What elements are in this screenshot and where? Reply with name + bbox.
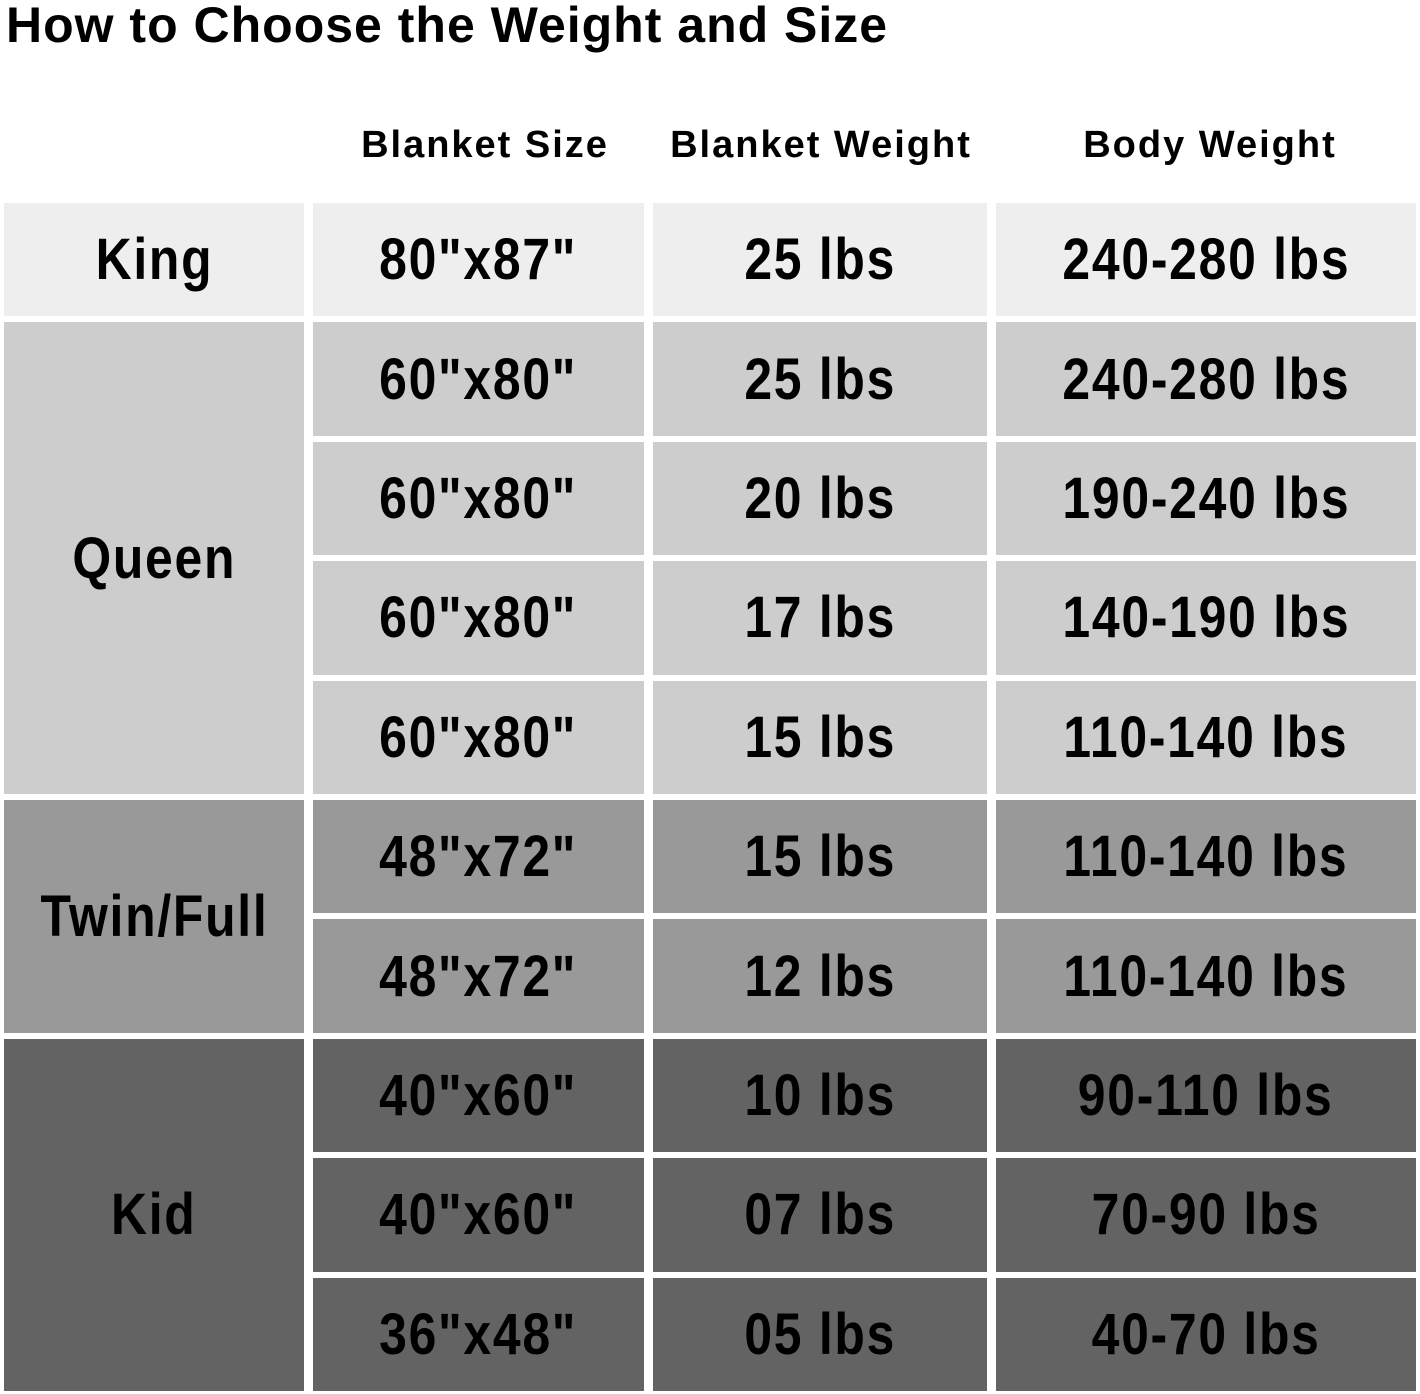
table-cell-weight: 15 lbs xyxy=(653,680,987,794)
cell-text: 12 lbs xyxy=(744,943,896,1009)
cell-text: 240-280 lbs xyxy=(1062,227,1350,293)
table-cell-weight: 07 lbs xyxy=(653,1158,987,1272)
cell-text: 20 lbs xyxy=(744,465,896,531)
page-title: How to Choose the Weight and Size xyxy=(6,0,889,53)
cell-text: 80"x87" xyxy=(379,227,578,293)
table-cell-body: 70-90 lbs xyxy=(996,1158,1416,1272)
table-cell-weight: 12 lbs xyxy=(653,919,987,1033)
group-label-text: Queen xyxy=(72,525,236,591)
table-cell-size: 80"x87" xyxy=(313,203,644,317)
cell-text: 60"x80" xyxy=(379,704,578,770)
table-cell-weight: 25 lbs xyxy=(653,203,987,317)
cell-text: 48"x72" xyxy=(379,943,578,1009)
table-cell-body: 190-240 lbs xyxy=(996,441,1416,556)
table-cell-body: 110-140 lbs xyxy=(996,680,1416,794)
table-cell-size: 40"x60" xyxy=(313,1038,644,1153)
cell-text: 190-240 lbs xyxy=(1062,465,1350,531)
cell-text: 36"x48" xyxy=(379,1301,578,1367)
table-cell-body: 140-190 lbs xyxy=(996,561,1416,675)
cell-text: 15 lbs xyxy=(744,704,896,770)
table-cell-body: 240-280 lbs xyxy=(996,203,1416,317)
table-cell-size: 60"x80" xyxy=(313,561,644,675)
table-cell-size: 36"x48" xyxy=(313,1277,644,1391)
cell-text: 07 lbs xyxy=(744,1182,896,1248)
cell-text: 60"x80" xyxy=(379,585,578,651)
table-cell-size: 48"x72" xyxy=(313,800,644,914)
cell-text: 10 lbs xyxy=(744,1062,896,1128)
cell-text: 110-140 lbs xyxy=(1063,824,1349,890)
group-label-text: Kid xyxy=(111,1182,197,1248)
table-cell-body: 240-280 lbs xyxy=(996,322,1416,436)
table-cell-weight: 10 lbs xyxy=(653,1038,987,1153)
table-cell-size: 48"x72" xyxy=(313,919,644,1033)
cell-text: 40"x60" xyxy=(379,1062,578,1128)
table-cell-body: 40-70 lbs xyxy=(996,1277,1416,1391)
table-cell-body: 110-140 lbs xyxy=(996,800,1416,914)
cell-text: 05 lbs xyxy=(744,1301,896,1367)
header-blanket-weight: Blanket Weight xyxy=(670,124,972,166)
cell-text: 25 lbs xyxy=(744,227,896,293)
table-cell-weight: 15 lbs xyxy=(653,800,987,914)
group-label-text: King xyxy=(95,227,213,293)
header-body-weight: Body Weight xyxy=(1083,124,1337,166)
cell-text: 140-190 lbs xyxy=(1062,585,1350,651)
cell-text: 40-70 lbs xyxy=(1091,1301,1321,1367)
table-cell-body: 110-140 lbs xyxy=(996,919,1416,1033)
cell-text: 15 lbs xyxy=(744,824,896,890)
table-cell-size: 60"x80" xyxy=(313,441,644,556)
cell-text: 70-90 lbs xyxy=(1091,1182,1321,1248)
cell-text: 25 lbs xyxy=(744,346,896,412)
cell-text: 40"x60" xyxy=(379,1182,578,1248)
cell-text: 48"x72" xyxy=(379,824,578,890)
cell-text: 17 lbs xyxy=(744,585,896,651)
table-cell-size: 60"x80" xyxy=(313,680,644,794)
cell-text: 110-140 lbs xyxy=(1063,704,1349,770)
size-table: King 80"x87" 25 lbs 240-280 lbs Queen 60"x80"… xyxy=(4,203,1416,1391)
table-cell-weight: 17 lbs xyxy=(653,561,987,675)
table-cell-size: 40"x60" xyxy=(313,1158,644,1272)
table-cell-weight: 25 lbs xyxy=(653,322,987,436)
group-label: Queen xyxy=(4,322,304,794)
cell-text: 240-280 lbs xyxy=(1062,346,1350,412)
table-cell-size: 60"x80" xyxy=(313,322,644,436)
table-cell-weight: 05 lbs xyxy=(653,1277,987,1391)
table-cell-body: 90-110 lbs xyxy=(996,1038,1416,1153)
cell-text: 110-140 lbs xyxy=(1063,943,1349,1009)
group-label-text: Twin/Full xyxy=(40,883,268,949)
cell-text: 60"x80" xyxy=(379,465,578,531)
group-label: Twin/Full xyxy=(4,800,304,1033)
header-blanket-size: Blanket Size xyxy=(361,124,609,166)
group-label: Kid xyxy=(4,1038,304,1391)
group-label: King xyxy=(4,203,304,317)
cell-text: 90-110 lbs xyxy=(1078,1062,1334,1128)
cell-text: 60"x80" xyxy=(379,346,578,412)
table-cell-weight: 20 lbs xyxy=(653,441,987,556)
